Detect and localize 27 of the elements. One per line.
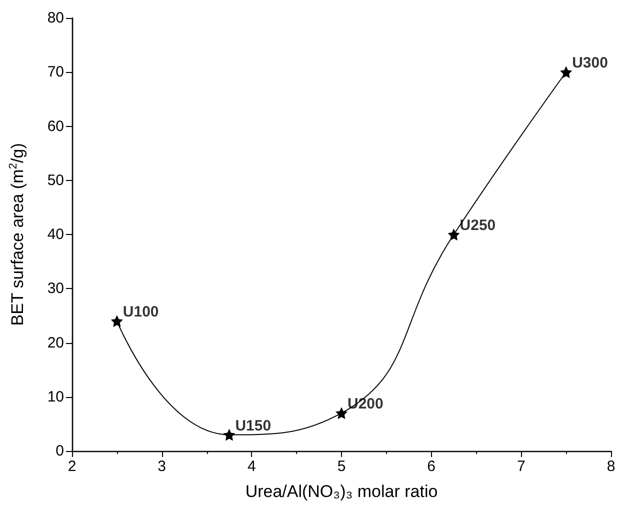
y-tick-label: 40: [47, 226, 64, 243]
point: [448, 228, 460, 240]
x-tick-label: 2: [68, 458, 76, 475]
annotation: U150: [235, 417, 272, 434]
point: [223, 428, 236, 441]
annotation: U300: [572, 54, 608, 72]
y-tick-label: 20: [47, 334, 64, 352]
annotation: U250: [460, 217, 496, 234]
y-tick-label: 50: [47, 172, 64, 189]
x-tick-label: 3: [158, 458, 166, 475]
point: [336, 407, 348, 420]
x-tick-label: 4: [247, 458, 256, 475]
y-tick-label: 80: [47, 10, 64, 26]
y-tick-label: 60: [47, 118, 64, 135]
annotation: U100: [122, 304, 159, 321]
y-tick-label: 10: [47, 388, 64, 406]
x-tick-label: 7: [516, 458, 526, 475]
y-tick-label: 70: [47, 64, 64, 81]
x-axis-title: Urea/Al(NO₃)₃ molar ratio: [245, 482, 438, 501]
x-tick-label: 5: [337, 458, 346, 475]
y-tick-label: 30: [47, 280, 64, 298]
point: [560, 66, 572, 78]
x-tick-label: 8: [606, 458, 616, 475]
y-tick-label: 0: [56, 442, 64, 460]
point: [110, 315, 123, 328]
x-tick-label: 6: [427, 458, 436, 475]
y-axis-title: BET surface area (m2/g): [8, 143, 27, 326]
